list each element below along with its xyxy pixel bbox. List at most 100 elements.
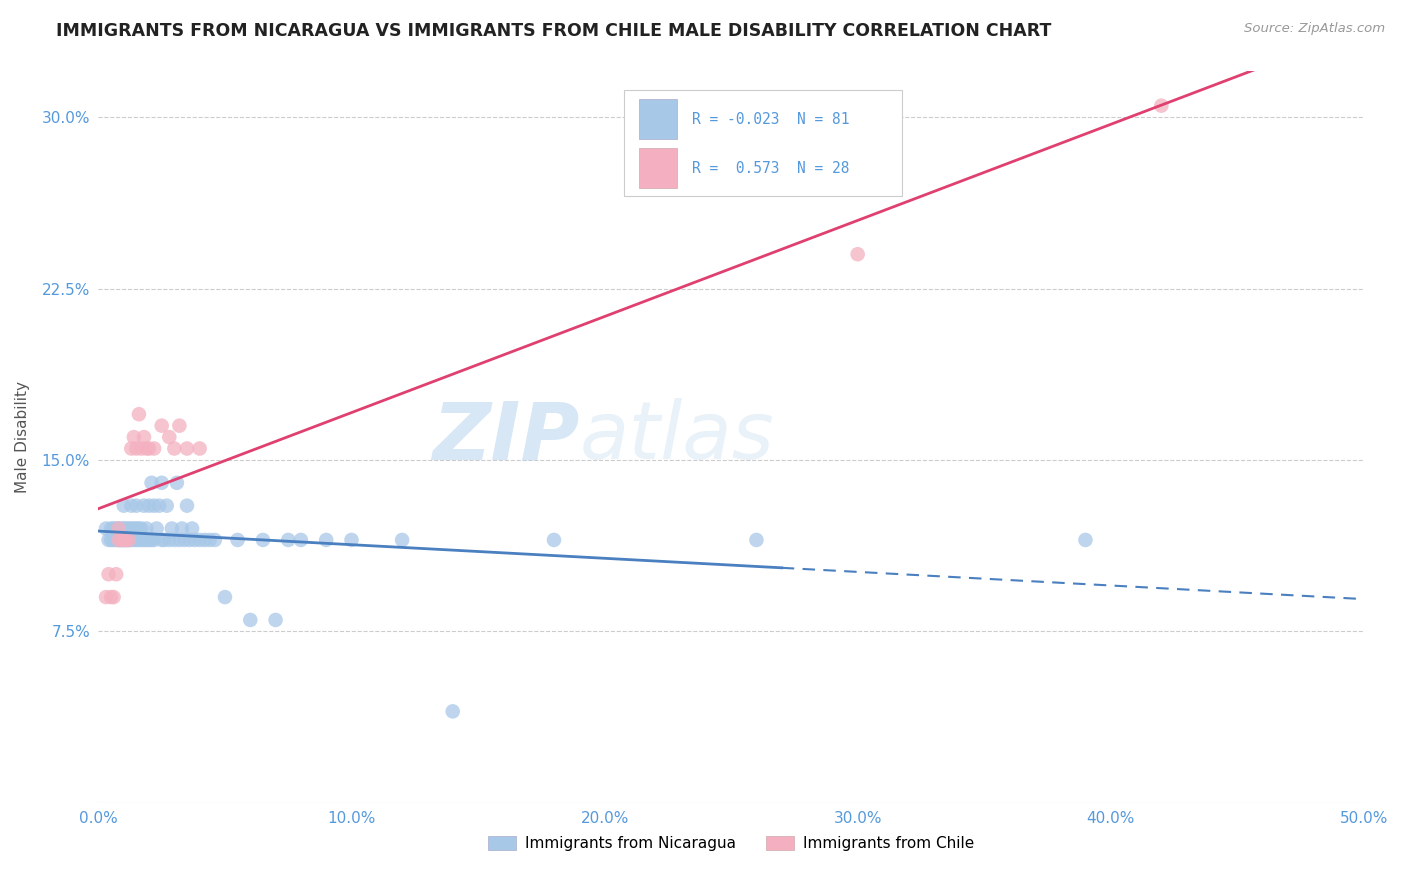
Point	[120, 521, 142, 535]
Point	[107, 533, 129, 547]
Point	[125, 442, 148, 456]
Point	[160, 521, 183, 535]
Bar	[638, 99, 676, 139]
Point	[125, 499, 148, 513]
Point	[1150, 98, 1173, 112]
Point	[391, 533, 413, 547]
Point	[441, 705, 464, 719]
Point	[745, 533, 768, 547]
Point	[131, 521, 153, 535]
Point	[173, 533, 195, 547]
Point	[112, 521, 135, 535]
Point	[128, 521, 150, 535]
Text: R = -0.023  N = 81: R = -0.023 N = 81	[692, 112, 849, 127]
Point	[131, 533, 153, 547]
Point	[198, 533, 221, 547]
Point	[143, 442, 166, 456]
Point	[226, 533, 249, 547]
Point	[97, 533, 120, 547]
Point	[122, 521, 145, 535]
Point	[120, 499, 142, 513]
Point	[150, 533, 173, 547]
Point	[132, 430, 155, 444]
Point	[120, 533, 142, 547]
Point	[107, 533, 129, 547]
Point	[132, 499, 155, 513]
Point	[115, 533, 138, 547]
Point	[100, 521, 122, 535]
Point	[115, 533, 138, 547]
Point	[105, 567, 128, 582]
Point	[131, 442, 153, 456]
Point	[135, 442, 157, 456]
Point	[143, 499, 166, 513]
Text: R =  0.573  N = 28: R = 0.573 N = 28	[692, 161, 849, 176]
Point	[138, 442, 160, 456]
Point	[188, 533, 211, 547]
Point	[157, 430, 180, 444]
Point	[107, 521, 129, 535]
Point	[143, 533, 166, 547]
Point	[112, 533, 135, 547]
Point	[169, 533, 191, 547]
Point	[170, 521, 193, 535]
Point	[100, 533, 122, 547]
Point	[194, 533, 217, 547]
Point	[150, 418, 173, 433]
Y-axis label: Male Disability: Male Disability	[15, 381, 31, 493]
Point	[103, 533, 125, 547]
Point	[176, 442, 198, 456]
Point	[277, 533, 299, 547]
Point	[163, 442, 186, 456]
Point	[115, 521, 138, 535]
Point	[94, 521, 117, 535]
Point	[169, 418, 191, 433]
Point	[122, 533, 145, 547]
Point	[110, 533, 132, 547]
Point	[204, 533, 226, 547]
Point	[122, 430, 145, 444]
Point	[179, 533, 201, 547]
Text: Source: ZipAtlas.com: Source: ZipAtlas.com	[1244, 22, 1385, 36]
Point	[214, 590, 236, 604]
Point	[100, 590, 122, 604]
Bar	[638, 148, 676, 188]
Point	[105, 533, 128, 547]
Point	[138, 499, 160, 513]
Point	[97, 567, 120, 582]
Point	[105, 521, 128, 535]
Point	[128, 407, 150, 421]
Point	[110, 533, 132, 547]
Point	[125, 533, 148, 547]
Point	[112, 533, 135, 547]
Point	[141, 533, 163, 547]
FancyBboxPatch shape	[623, 90, 903, 195]
Point	[128, 533, 150, 547]
Point	[120, 442, 142, 456]
Point	[176, 499, 198, 513]
Point	[110, 521, 132, 535]
Point	[135, 533, 157, 547]
Point	[138, 533, 160, 547]
Point	[118, 533, 141, 547]
Point	[290, 533, 312, 547]
Point	[252, 533, 274, 547]
Text: ZIP: ZIP	[432, 398, 579, 476]
Point	[166, 475, 188, 490]
Point	[543, 533, 565, 547]
Text: atlas: atlas	[579, 398, 775, 476]
Point	[156, 499, 179, 513]
Text: IMMIGRANTS FROM NICARAGUA VS IMMIGRANTS FROM CHILE MALE DISABILITY CORRELATION C: IMMIGRANTS FROM NICARAGUA VS IMMIGRANTS …	[56, 22, 1052, 40]
Legend: Immigrants from Nicaragua, Immigrants from Chile: Immigrants from Nicaragua, Immigrants fr…	[482, 830, 980, 857]
Point	[315, 533, 337, 547]
Point	[118, 521, 141, 535]
Point	[150, 475, 173, 490]
Point	[125, 521, 148, 535]
Point	[112, 499, 135, 513]
Point	[141, 475, 163, 490]
Point	[183, 533, 205, 547]
Point	[103, 590, 125, 604]
Point	[340, 533, 363, 547]
Point	[132, 533, 155, 547]
Point	[148, 499, 170, 513]
